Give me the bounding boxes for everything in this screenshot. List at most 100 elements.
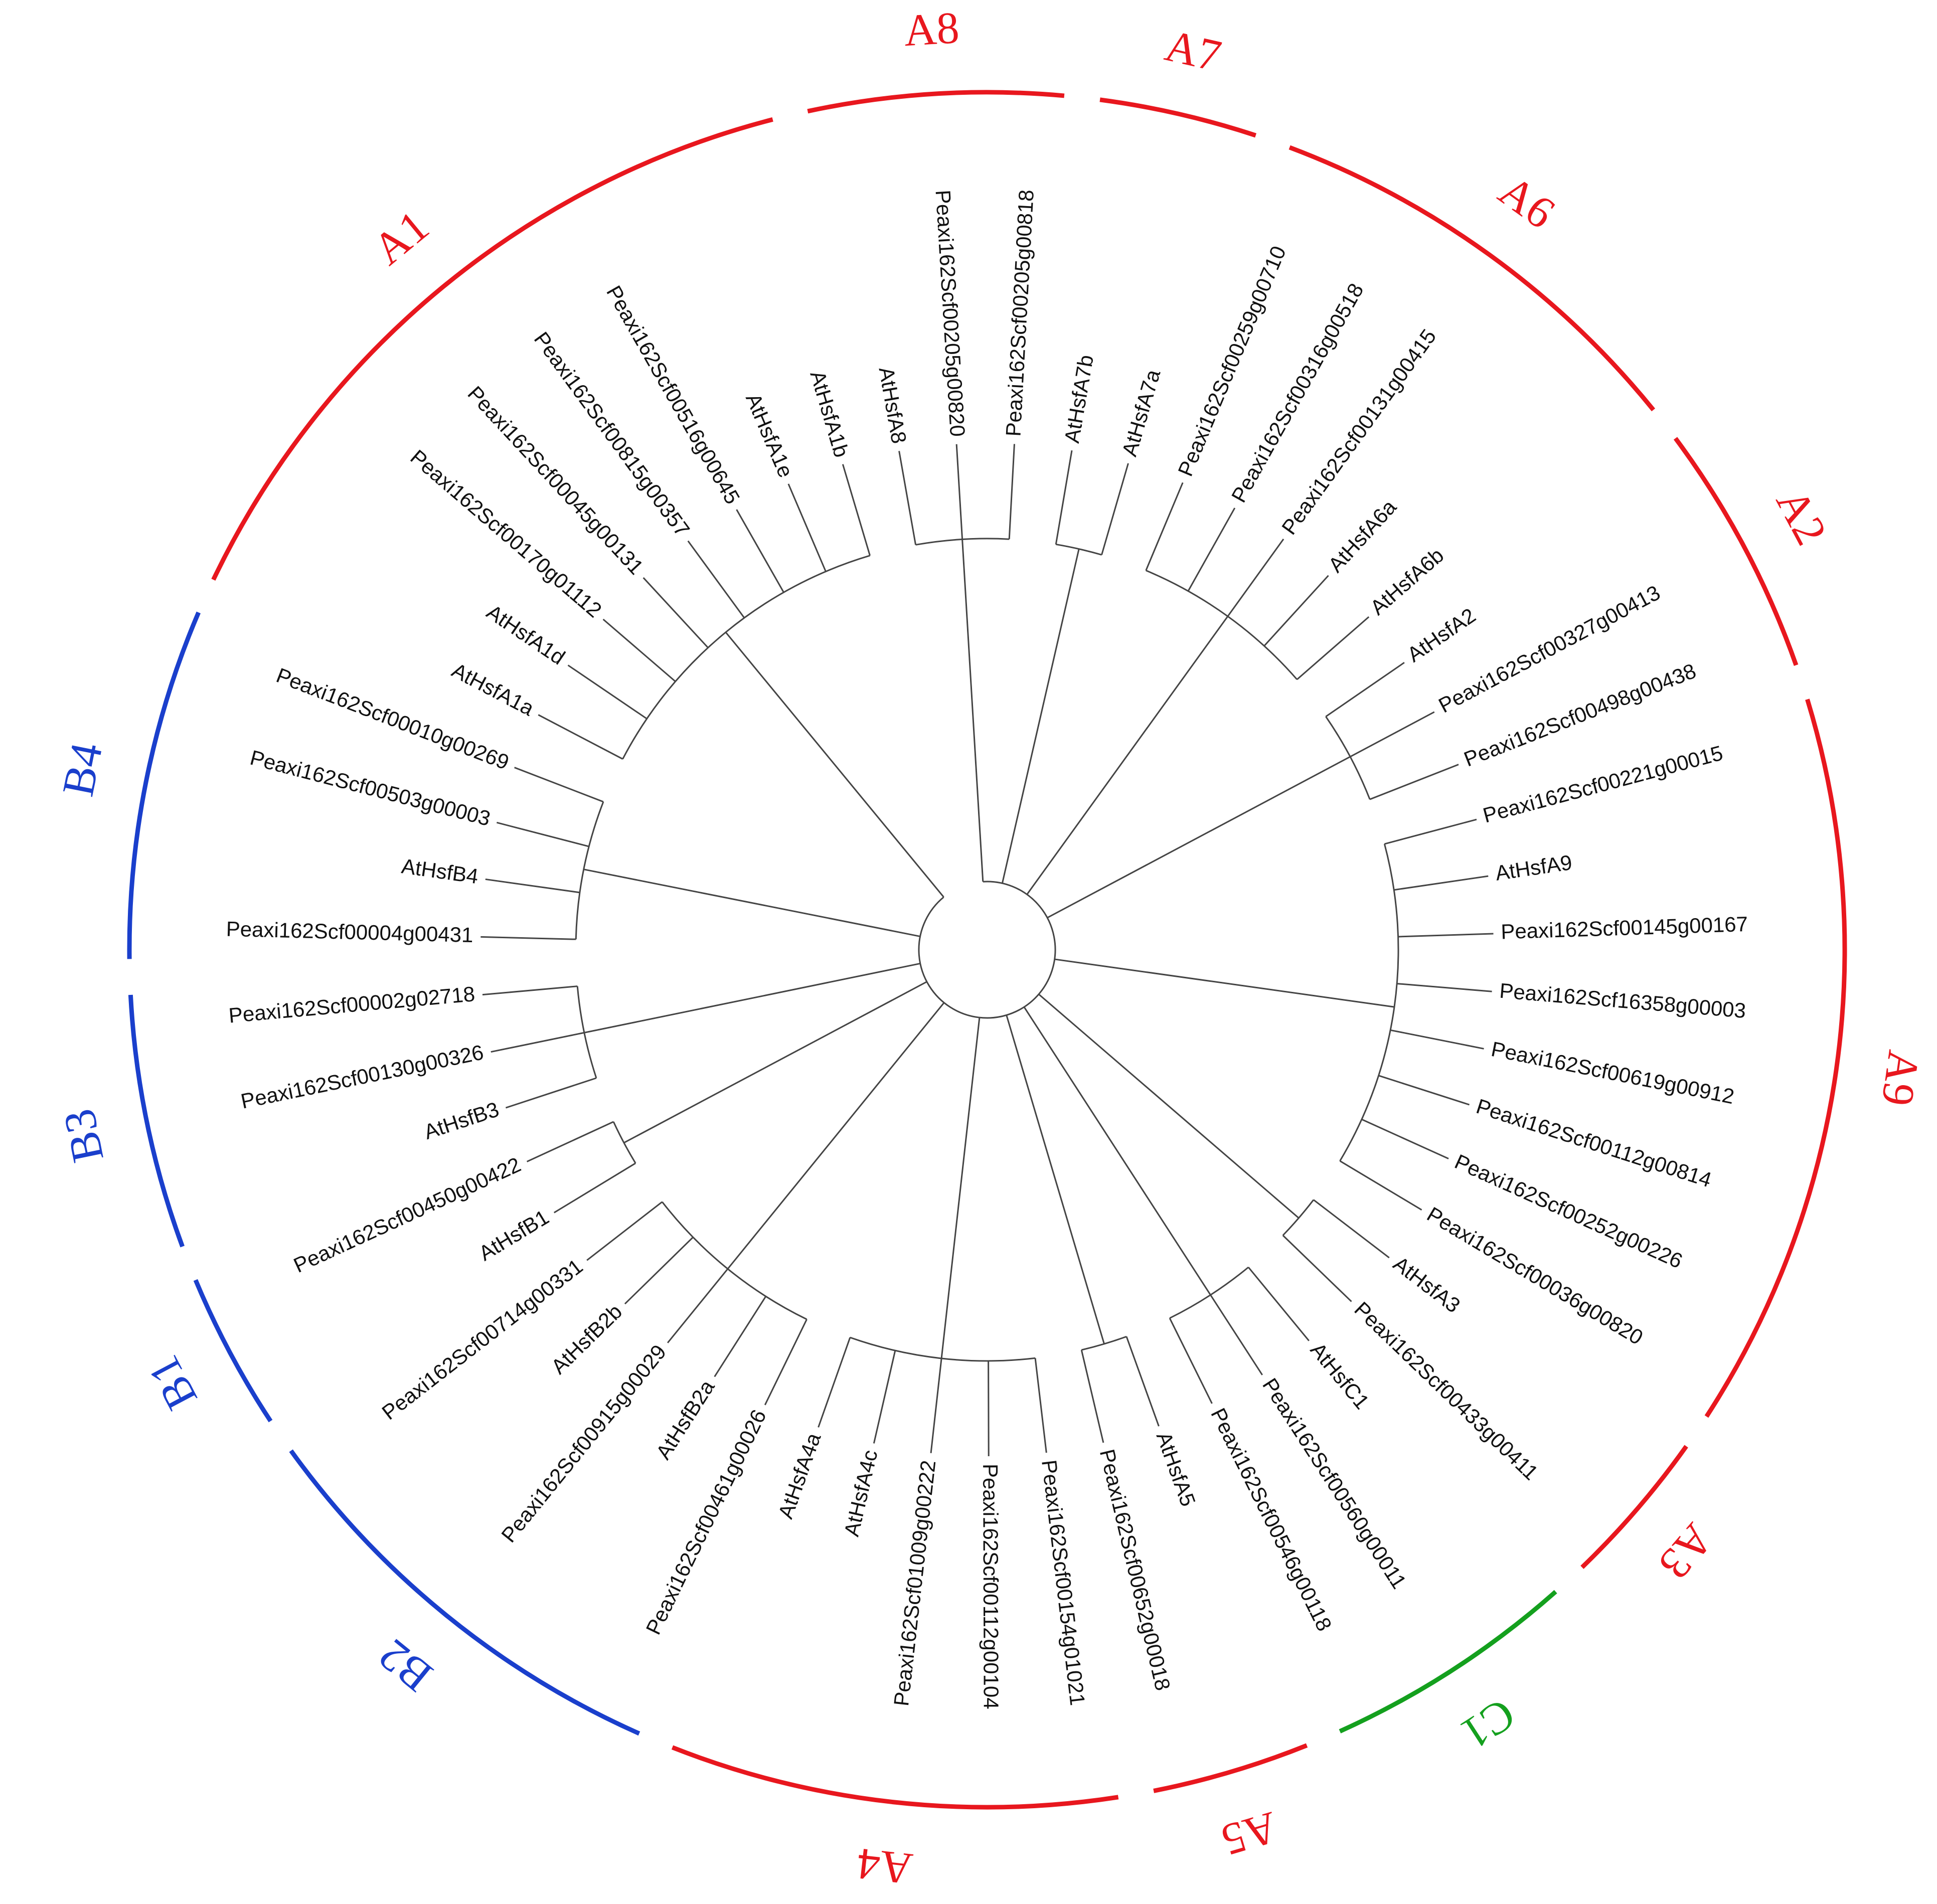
leaf-label: Peaxi162Scf00516g00645 — [602, 281, 745, 508]
leaf-label: AtHsfA7b — [1060, 353, 1098, 445]
branch — [1282, 1235, 1352, 1302]
branch — [1282, 1199, 1315, 1236]
clade-label: A9 — [1872, 1048, 1928, 1109]
clade-arc — [1580, 1445, 1688, 1569]
branch — [915, 538, 1010, 546]
clade-label: B4 — [53, 739, 112, 800]
branch — [1038, 993, 1300, 1219]
clade-label: A3 — [1649, 1514, 1723, 1589]
clade-arc — [127, 611, 201, 959]
branch — [1187, 507, 1236, 592]
branch — [583, 869, 920, 937]
branch — [1001, 549, 1080, 884]
branch — [1080, 1349, 1104, 1443]
clade-arc — [289, 1449, 640, 1736]
clade-arc — [211, 117, 773, 581]
clade-label: A1 — [364, 201, 438, 274]
branch — [553, 1162, 636, 1214]
leaf-label: Peaxi162Scf00002g02718 — [228, 982, 476, 1027]
leaf-label: AtHsfA1a — [448, 658, 538, 720]
branch — [1169, 1266, 1249, 1319]
clade-label: C1 — [1452, 1689, 1524, 1759]
branch — [1056, 544, 1102, 556]
branch — [764, 1319, 808, 1406]
branch — [485, 878, 580, 894]
branch — [667, 1268, 729, 1343]
branch — [1384, 818, 1477, 845]
branch — [612, 1121, 636, 1164]
leaf-label: Peaxi162Scf00619g00912 — [1489, 1037, 1736, 1108]
leaf-label: AtHsfB4 — [400, 854, 480, 888]
clade-label: A7 — [1161, 21, 1225, 81]
branch — [567, 664, 648, 720]
branch — [961, 539, 984, 882]
leaf-label: AtHsfA7a — [1117, 367, 1165, 459]
branch — [727, 1002, 945, 1270]
clade-label: A2 — [1766, 481, 1836, 553]
branch — [930, 1358, 942, 1453]
leaf-label: Peaxi162Scf00112g00104 — [979, 1464, 1003, 1709]
leaf-label: AtHsfA8 — [874, 365, 911, 445]
leaf-label: Peaxi162Scf00221g00015 — [1481, 741, 1725, 827]
leaf-label: Peaxi162Scf00433g00411 — [1350, 1297, 1543, 1485]
clade-label: B1 — [138, 1348, 207, 1418]
clade-arc — [1704, 699, 1847, 1418]
branch — [850, 1336, 1036, 1362]
branch — [1210, 1294, 1263, 1375]
clade-label: A6 — [1490, 166, 1564, 239]
branch — [1023, 1006, 1211, 1296]
clade-arc — [1339, 1590, 1557, 1734]
clade-label: B3 — [54, 1105, 113, 1166]
clade-arc — [1099, 97, 1257, 138]
clade-label: A4 — [855, 1838, 915, 1894]
branch — [1034, 1358, 1047, 1453]
leaf-label: AtHsfA6a — [1324, 495, 1401, 577]
leaf-label: Peaxi162Scf00154g01021 — [1037, 1459, 1089, 1707]
leaf-label: Peaxi162Scf01009g00222 — [889, 1459, 940, 1707]
branch — [725, 631, 944, 898]
branch — [1227, 539, 1284, 617]
branch — [1325, 716, 1371, 800]
clade-arc — [128, 994, 185, 1248]
branch — [575, 801, 604, 940]
leaf-label: AtHsfA1d — [482, 600, 569, 669]
branch — [602, 618, 676, 682]
clade-arc — [1673, 437, 1799, 666]
branch — [586, 1201, 663, 1261]
branch — [940, 1017, 981, 1359]
leaf-label: AtHsfB2a — [651, 1375, 719, 1463]
leaf-label: Peaxi162Scf00004g00431 — [226, 917, 473, 947]
branch — [1247, 1267, 1310, 1341]
branch — [1026, 616, 1229, 895]
leaf-label: Peaxi162Scf00205g00820 — [931, 189, 970, 437]
branch — [842, 464, 871, 556]
branch — [1398, 933, 1494, 938]
branch — [1350, 711, 1435, 758]
leaf-label: AtHsfA4c — [840, 1448, 882, 1538]
leaf-label: Peaxi162Scf00815g00357 — [530, 327, 695, 541]
branch — [1125, 1336, 1160, 1427]
clade-arc — [807, 90, 1065, 114]
branch — [514, 767, 604, 803]
leaf-label: Peaxi162Scf00130g00326 — [239, 1040, 486, 1113]
leaf-label: AtHsfA9 — [1494, 850, 1573, 885]
branch — [955, 444, 963, 540]
branch — [480, 936, 576, 940]
branch — [1313, 1199, 1390, 1259]
leaf-label: Peaxi162Scf00145g00167 — [1501, 912, 1748, 944]
leaf-label: Peaxi162Scf00205g00818 — [1001, 189, 1038, 437]
branch — [642, 577, 709, 648]
branch — [1369, 764, 1459, 800]
leaf-label: AtHsfA1e — [741, 390, 798, 481]
branch — [1169, 1318, 1213, 1404]
clade-arc — [193, 1279, 273, 1423]
leaf-label: Peaxi162Scf00503g00003 — [248, 746, 493, 830]
leaf-label: Peaxi162Scf00045g00131 — [463, 382, 648, 579]
leaf-label: AtHsfA1b — [805, 368, 854, 460]
leaf-label: AtHsfA5 — [1152, 1429, 1200, 1509]
branch — [818, 1337, 851, 1428]
branch — [1339, 843, 1399, 1161]
clade-label: A5 — [1216, 1802, 1283, 1865]
branch — [624, 1237, 694, 1305]
clade-arc — [1153, 1743, 1308, 1793]
